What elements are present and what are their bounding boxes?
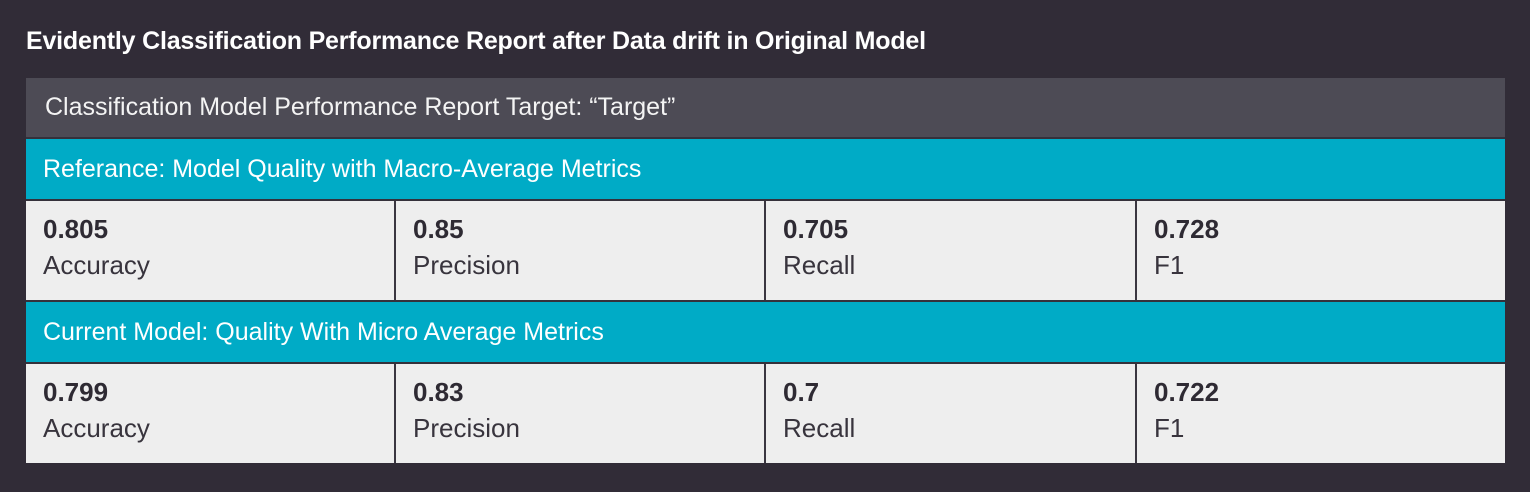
metric-value: 0.799 bbox=[43, 377, 109, 407]
metric-cell-recall: 0.705 Recall bbox=[766, 201, 1137, 300]
metric-label: Precision bbox=[413, 413, 520, 443]
report-header: Classification Model Performance Report … bbox=[26, 78, 1505, 139]
page-title: Evidently Classification Performance Rep… bbox=[26, 27, 926, 55]
metric-value: 0.728 bbox=[1154, 214, 1220, 244]
metric-label: F1 bbox=[1154, 413, 1185, 443]
metric-cell-precision: 0.85 Precision bbox=[396, 201, 766, 300]
metric-cell-accuracy: 0.805 Accuracy bbox=[26, 201, 396, 300]
metric-cell-f1: 0.728 F1 bbox=[1137, 201, 1505, 300]
current-section-title: Current Model: Quality With Micro Averag… bbox=[26, 302, 1505, 364]
metric-label: Accuracy bbox=[43, 250, 150, 280]
metric-label: Accuracy bbox=[43, 413, 150, 443]
metric-label: Precision bbox=[413, 250, 520, 280]
metric-value: 0.7 bbox=[783, 377, 820, 407]
current-metrics-row: 0.799 Accuracy 0.83 Precision 0.7 Recall… bbox=[26, 364, 1505, 463]
reference-metrics-row: 0.805 Accuracy 0.85 Precision 0.705 Reca… bbox=[26, 201, 1505, 302]
metric-value: 0.722 bbox=[1154, 377, 1220, 407]
metric-cell-accuracy: 0.799 Accuracy bbox=[26, 364, 396, 463]
performance-report-table: Classification Model Performance Report … bbox=[26, 78, 1505, 463]
metric-value: 0.805 bbox=[43, 214, 109, 244]
metric-value: 0.83 bbox=[413, 377, 464, 407]
metric-value: 0.85 bbox=[413, 214, 464, 244]
metric-cell-precision: 0.83 Precision bbox=[396, 364, 766, 463]
metric-label: Recall bbox=[783, 250, 856, 280]
metric-label: F1 bbox=[1154, 250, 1185, 280]
metric-label: Recall bbox=[783, 413, 856, 443]
metric-cell-f1: 0.722 F1 bbox=[1137, 364, 1505, 463]
metric-value: 0.705 bbox=[783, 214, 849, 244]
metric-cell-recall: 0.7 Recall bbox=[766, 364, 1137, 463]
reference-section-title: Referance: Model Quality with Macro-Aver… bbox=[26, 139, 1505, 201]
